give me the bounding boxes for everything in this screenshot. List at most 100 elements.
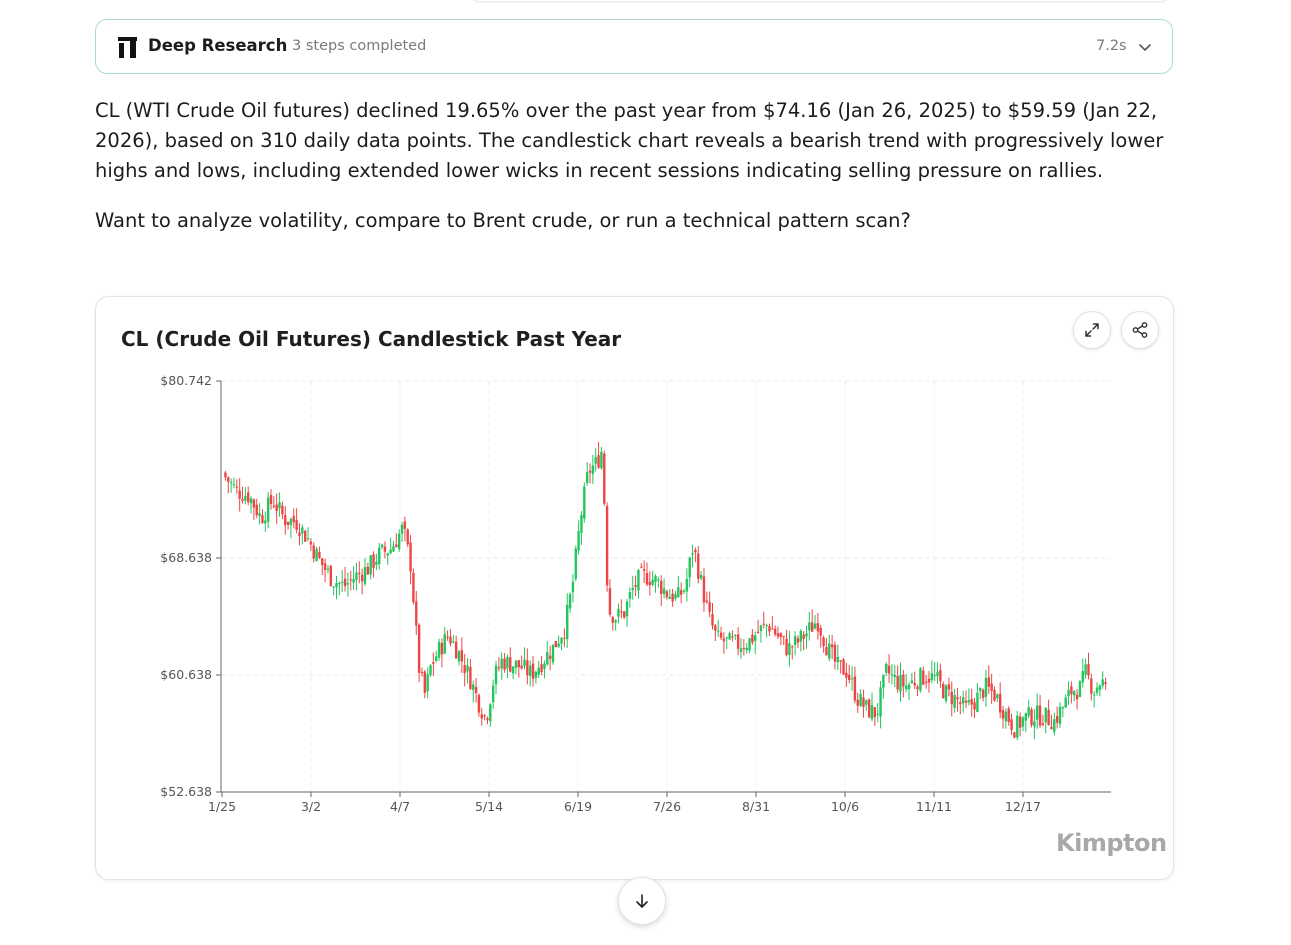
candle-body — [742, 647, 746, 649]
candle-body — [292, 516, 295, 523]
candle-body — [437, 641, 441, 658]
candle-body — [298, 532, 301, 537]
candle-body — [608, 588, 612, 615]
candle-body — [1075, 694, 1079, 700]
candle-body — [1001, 710, 1005, 719]
scroll-down-button[interactable] — [618, 877, 666, 925]
candle-body — [631, 587, 634, 591]
candle-body — [241, 499, 244, 501]
candle-body — [1090, 678, 1093, 694]
candle-body — [457, 651, 461, 662]
candle-body — [810, 622, 814, 632]
y-tick-label: $52.638 — [160, 784, 212, 799]
candle-body — [1084, 664, 1087, 675]
candle-body — [249, 498, 253, 504]
candle-body — [865, 700, 868, 705]
candle-body — [1058, 706, 1062, 724]
candle-body — [736, 634, 740, 649]
answer-paragraph-summary: CL (WTI Crude Oil futures) declined 19.6… — [95, 99, 1164, 182]
candle-body — [816, 623, 820, 632]
candle-body — [497, 667, 501, 669]
candle-body — [776, 633, 780, 637]
candle-body — [329, 565, 333, 586]
candle-body — [343, 578, 347, 587]
candle-body — [828, 643, 831, 659]
candle-body — [679, 589, 683, 595]
answer-paragraph-followup: Want to analyze volatility, compare to B… — [95, 209, 911, 232]
candle-body — [286, 521, 290, 525]
candle-body — [671, 593, 674, 602]
research-title: Deep Research — [148, 36, 288, 55]
candle-body — [369, 555, 372, 575]
candle-body — [472, 684, 475, 690]
candle-body — [642, 569, 646, 571]
candle-body — [503, 658, 506, 670]
candle-body — [1033, 721, 1036, 727]
candle-body — [890, 674, 894, 676]
candle-body — [272, 505, 276, 507]
candle-body — [1070, 686, 1073, 695]
candle-body — [600, 451, 603, 469]
research-steps-status: 3 steps completed — [292, 38, 427, 54]
candle-body — [563, 637, 566, 639]
candle-body — [1081, 670, 1084, 683]
candle-body — [295, 520, 298, 530]
x-tick-label: 10/6 — [831, 799, 859, 814]
candle-body — [534, 671, 538, 678]
candle-body — [956, 697, 959, 700]
candle-body — [443, 634, 446, 654]
candle-body — [494, 665, 498, 685]
candle-body — [1104, 682, 1107, 684]
candle-body — [1061, 707, 1065, 709]
candle-body — [537, 667, 540, 675]
candle-body — [970, 699, 973, 705]
candle-body — [591, 465, 595, 475]
candle-body — [435, 656, 438, 662]
y-tick-label: $80.742 — [160, 373, 212, 388]
candle-body — [699, 574, 703, 579]
deep-research-bar[interactable]: Deep Research 3 steps completed 7.2s — [95, 19, 1173, 74]
candle-body — [919, 668, 922, 691]
candle-body — [913, 682, 916, 686]
candle-body — [922, 670, 925, 685]
arrow-down-icon — [636, 894, 648, 908]
candle-body — [1044, 707, 1047, 723]
candle-body — [876, 713, 879, 715]
candle-body — [420, 671, 424, 673]
candle-body — [845, 672, 848, 678]
expand-button[interactable] — [1073, 311, 1111, 349]
candle-body — [648, 581, 652, 586]
candle-body — [725, 637, 728, 639]
candle-body — [261, 515, 264, 523]
candle-body — [950, 691, 953, 705]
candle-body — [440, 643, 444, 655]
candle-body — [677, 587, 680, 598]
candle-body — [813, 623, 817, 629]
chevron-down-icon[interactable] — [1137, 39, 1153, 55]
candle-body — [1004, 711, 1008, 722]
candle-body — [768, 626, 771, 632]
candle-body — [483, 715, 486, 717]
candle-body — [352, 579, 355, 583]
candle-body — [1098, 685, 1102, 690]
candle-body — [574, 548, 577, 579]
candle-body — [1027, 707, 1030, 716]
candle-body — [793, 636, 797, 646]
candle-body — [805, 633, 808, 637]
candle-body — [406, 529, 409, 545]
candle-body — [979, 687, 982, 691]
research-duration: 7.2s — [1096, 38, 1127, 54]
candle-body — [258, 513, 261, 516]
candle-body — [303, 530, 307, 542]
candle-body — [822, 637, 825, 647]
candle-body — [668, 596, 671, 599]
candle-body — [229, 482, 233, 484]
candle-body — [423, 671, 427, 694]
candle-body — [531, 663, 535, 679]
candle-body — [836, 657, 840, 663]
candle-body — [224, 472, 227, 478]
candle-body — [899, 674, 902, 692]
candle-body — [415, 601, 418, 626]
share-button[interactable] — [1121, 311, 1159, 349]
